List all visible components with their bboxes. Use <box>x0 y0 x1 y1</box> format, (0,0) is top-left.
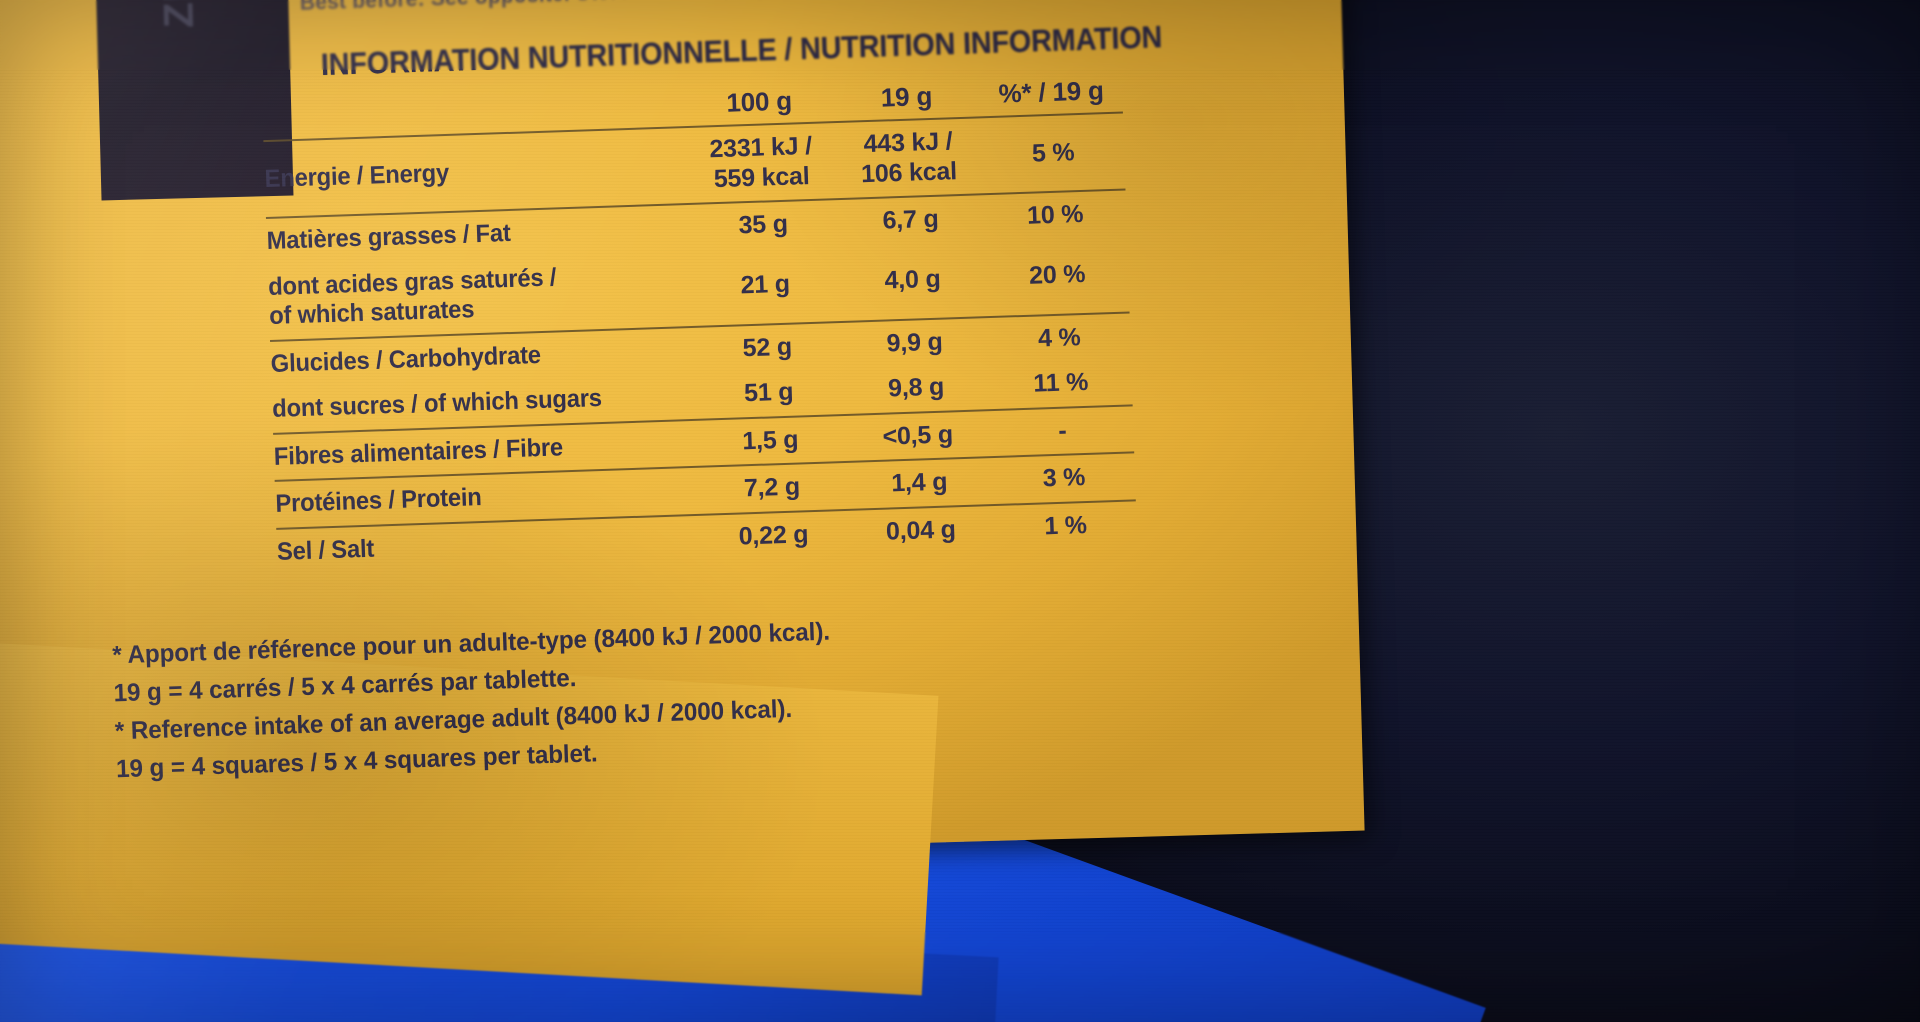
row-100g-fat: 35 g <box>738 209 789 240</box>
row-label-energy: Energie / Energy <box>264 158 450 193</box>
row-percent-carbohydrate: 4 % <box>1037 322 1081 352</box>
header-percent: %* / 19 g <box>998 75 1105 109</box>
row-portion-fibre: <0,5 g <box>882 419 954 451</box>
row-portion-saturates: 4,0 g <box>884 264 942 295</box>
row-100g-carbohydrate: 52 g <box>742 332 793 362</box>
row-portion-energy: 443 kJ /106 kcal <box>860 127 958 188</box>
row-portion-fat: 6,7 g <box>882 204 940 235</box>
row-percent-fat: 10 % <box>1026 199 1084 230</box>
row-portion-protein: 1,4 g <box>890 467 948 498</box>
row-100g-saturates: 21 g <box>740 269 791 300</box>
nutrition-table: 100 g 19 g %* / 19 g Energie / Energy 23… <box>262 71 1137 575</box>
row-100g-energy: 2331 kJ /559 kcal <box>708 131 813 193</box>
row-portion-sugars: 9,8 g <box>887 372 945 403</box>
row-percent-fibre: - <box>1057 416 1067 445</box>
row-100g-sugars: 51 g <box>743 377 794 408</box>
row-percent-protein: 3 % <box>1042 463 1086 493</box>
header-per-portion: 19 g <box>880 80 933 113</box>
row-100g-salt: 0,22 g <box>738 519 809 551</box>
footnotes-block: * Apport de référence pour un adulte-typ… <box>112 612 857 788</box>
row-100g-fibre: 1,5 g <box>741 425 799 455</box>
best-before-text: Best before: See opposite. Store in a co… <box>299 0 835 16</box>
row-percent-energy: 5 % <box>1031 137 1075 168</box>
row-percent-saturates: 20 % <box>1028 260 1086 290</box>
row-100g-protein: 7,2 g <box>743 472 801 503</box>
header-per-100g: 100 g <box>725 85 793 118</box>
label-text-layer: Best before: See opposite. Store in a co… <box>112 0 1163 788</box>
row-percent-sugars: 11 % <box>1032 367 1089 398</box>
row-label-saturates: dont acides gras saturés / of which satur… <box>267 262 557 330</box>
row-portion-salt: 0,04 g <box>885 514 957 546</box>
row-percent-salt: 1 % <box>1043 510 1088 540</box>
row-portion-carbohydrate: 9,9 g <box>886 327 944 358</box>
